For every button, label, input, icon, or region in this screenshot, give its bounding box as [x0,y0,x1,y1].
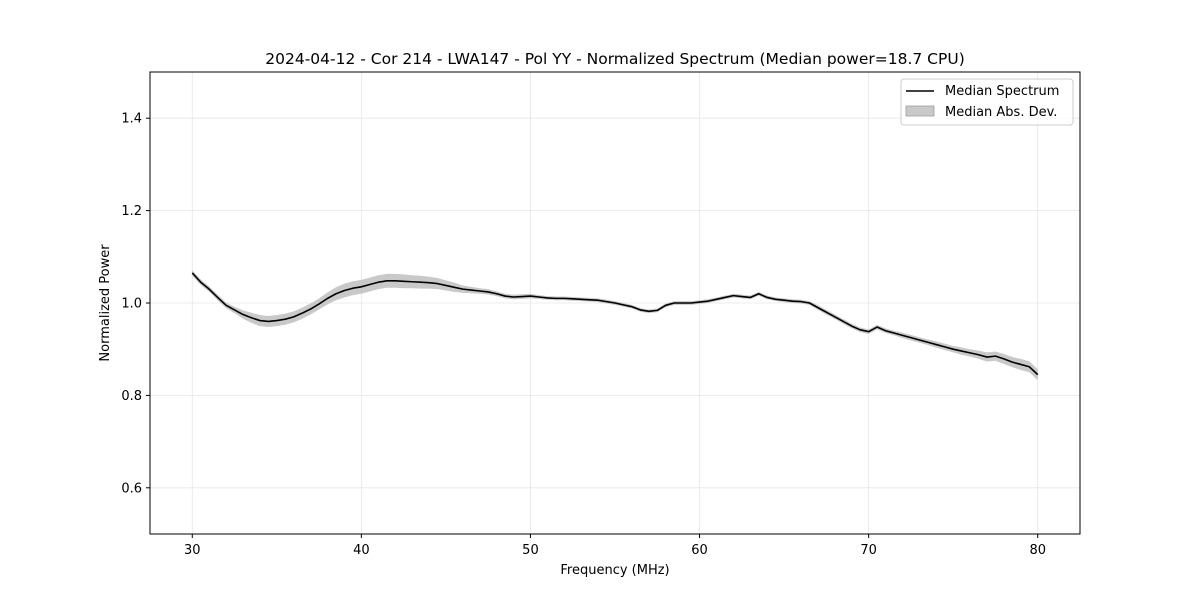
legend: Median Spectrum Median Abs. Dev. [900,78,1074,126]
median-spectrum-line [191,272,1039,376]
y-tick-label: 0.6 [121,481,142,496]
x-tick-label: 30 [184,543,201,558]
y-axis-ticks: 0.6 0.8 1.0 1.2 1.4 [121,112,150,496]
legend-label-median-spectrum: Median Spectrum [945,84,1059,99]
median-line-layer [191,272,1039,376]
x-axis-ticks: 30 40 50 60 70 80 [184,534,1046,558]
x-axis-label: Frequency (MHz) [560,563,669,578]
y-tick-label: 1.2 [121,204,142,219]
y-tick-label: 1.4 [121,112,142,127]
chart-title: 2024-04-12 - Cor 214 - LWA147 - Pol YY -… [265,50,965,68]
x-tick-label: 40 [353,543,370,558]
legend-label-median-abs-dev: Median Abs. Dev. [945,105,1057,120]
x-tick-label: 70 [860,543,877,558]
legend-box [900,78,1074,126]
x-tick-label: 50 [522,543,539,558]
x-tick-label: 60 [691,543,708,558]
x-tick-label: 80 [1029,543,1046,558]
y-axis-label: Normalized Power [98,244,113,362]
y-tick-label: 0.8 [121,389,142,404]
legend-band-swatch [905,105,935,117]
y-tick-label: 1.0 [121,297,142,312]
